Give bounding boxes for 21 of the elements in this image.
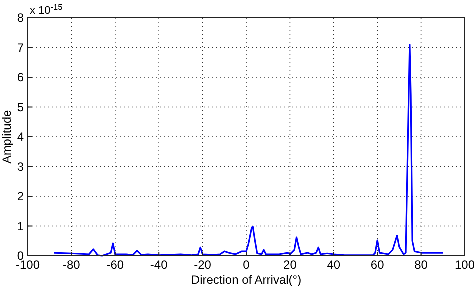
y-tick-label: 8 — [17, 11, 24, 25]
y-tick-label: 5 — [17, 100, 24, 114]
text: x 10$^{-15}$ — [30, 2, 64, 17]
y-tick-label: 7 — [17, 40, 24, 55]
x-tick-label: -80 — [63, 258, 81, 272]
x-tick-label: -40 — [150, 258, 168, 272]
x-tick-label: 40 — [327, 258, 341, 272]
y-axis-title: Amplitude — [0, 110, 14, 164]
x-tick-label: -60 — [106, 258, 124, 272]
y-tick-label: 6 — [17, 70, 24, 84]
x-tick-label: 20 — [284, 258, 298, 272]
line-series — [53, 44, 444, 257]
y-tick-label: 1 — [17, 219, 24, 234]
y-tick-label: 2 — [17, 190, 24, 204]
x-tick-label: 80 — [414, 258, 428, 272]
x-axis-title: Direction of Arrival(°) — [191, 273, 302, 287]
y-tick-label: 4 — [17, 130, 24, 144]
x-tick-label: -20 — [194, 258, 212, 272]
y-tick-label: 3 — [17, 160, 24, 174]
x-tick-label: 60 — [370, 258, 385, 272]
x-tick-label: 0 — [243, 258, 250, 272]
